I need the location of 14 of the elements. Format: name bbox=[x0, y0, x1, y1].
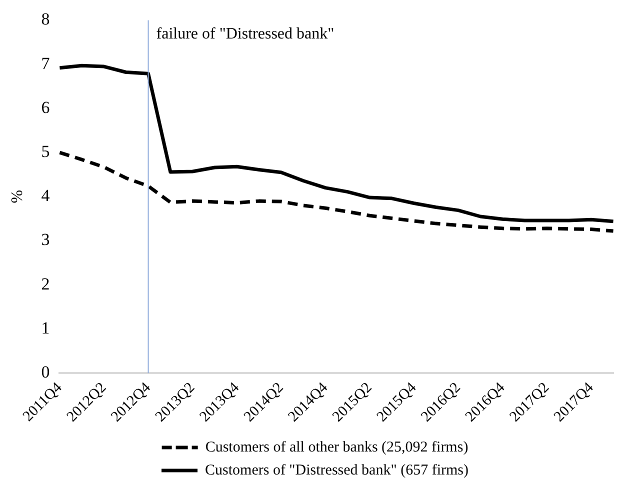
y-tick-label: 4 bbox=[41, 186, 50, 206]
y-axis-title: % bbox=[8, 190, 26, 204]
y-tick-label: 6 bbox=[41, 98, 50, 117]
y-tick-label: 5 bbox=[41, 142, 50, 162]
y-tick-label: 2 bbox=[41, 274, 50, 294]
y-tick-label: 7 bbox=[41, 54, 50, 73]
y-tick-label: 8 bbox=[41, 10, 50, 29]
y-tick-label: 3 bbox=[41, 230, 50, 250]
line-series bbox=[58, 150, 616, 233]
legend-label: Customers of "Distressed bank" (657 firms) bbox=[205, 462, 468, 478]
ref-line-label: failure of "Distressed bank" bbox=[156, 25, 334, 42]
legend-label: Customers of all other banks (25,092 firms) bbox=[205, 439, 468, 456]
y-tick-label: 1 bbox=[41, 318, 50, 338]
y-tick-label: 0 bbox=[41, 362, 50, 382]
